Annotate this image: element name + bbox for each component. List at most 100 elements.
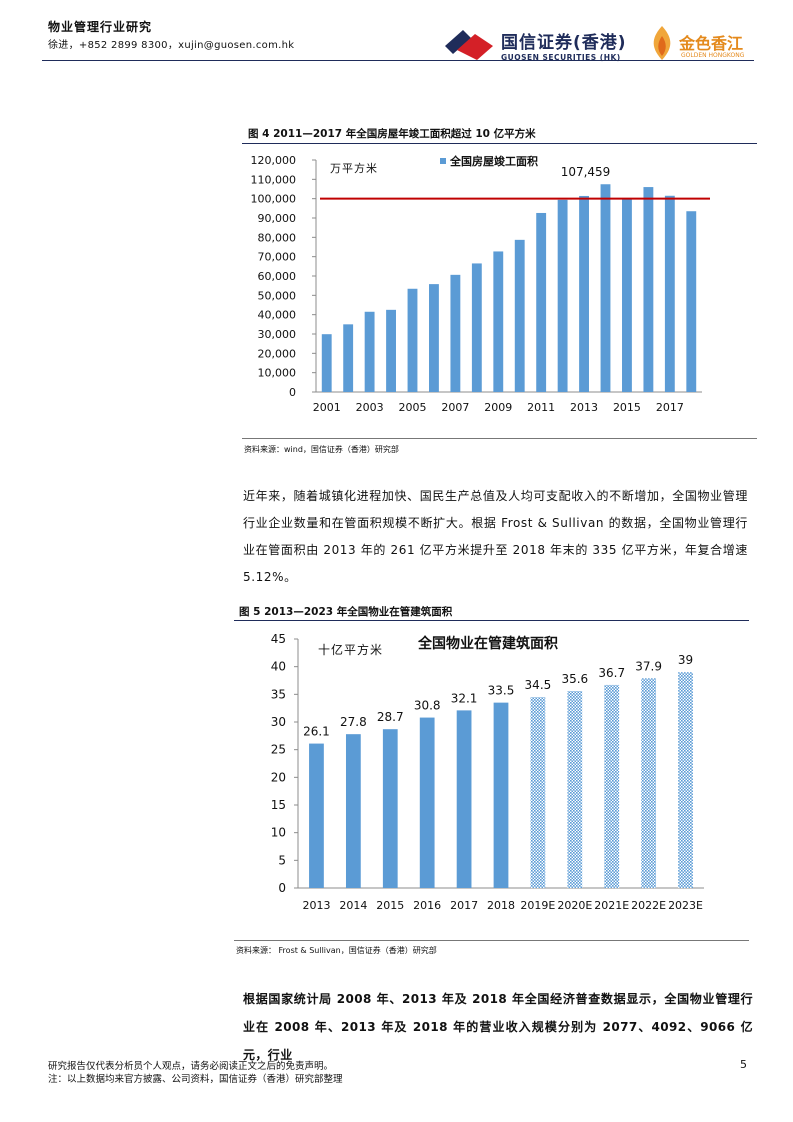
x-tick-label: 2020E bbox=[557, 899, 592, 912]
data-label: 27.8 bbox=[340, 715, 367, 729]
y-tick-label: 5 bbox=[278, 853, 286, 867]
x-tick-label: 2013 bbox=[302, 899, 330, 912]
data-label: 35.6 bbox=[561, 672, 588, 686]
data-label: 30.8 bbox=[414, 699, 441, 713]
x-tick-label: 2017 bbox=[450, 899, 478, 912]
bar-2018 bbox=[493, 702, 509, 888]
golden-hongkong-logo: 金色香江 GOLDEN HONGKONG bbox=[645, 24, 755, 64]
y-tick-label: 60,000 bbox=[258, 270, 297, 283]
managed-area-bar-chart: 0 5 10 15 20 25 30 35 40 45 26.1 2013 27.8 2014 28.7 20… bbox=[271, 632, 704, 912]
disclaimer-note: 研究报告仅代表分析员个人观点，请务必阅读正文之后的免责声明。 bbox=[48, 1061, 334, 1072]
guosen-logo-icon bbox=[445, 30, 493, 60]
y-tick-label: 35 bbox=[271, 687, 286, 701]
y-tick-label: 10 bbox=[271, 826, 286, 840]
bar-2009 bbox=[493, 251, 504, 392]
bar-2011 bbox=[536, 212, 547, 392]
y-tick-label: 100,000 bbox=[251, 193, 297, 206]
bar-2007 bbox=[450, 274, 461, 392]
bar-2003 bbox=[364, 311, 375, 392]
body-paragraph-bold: 根据国家统计局 2008 年、2013 年及 2018 年全国经济普查数据显示，… bbox=[243, 992, 753, 1062]
y-tick-label: 110,000 bbox=[251, 173, 297, 186]
bar-2015 bbox=[382, 729, 398, 888]
guosen-logo-subtext: GUOSEN SECURITIES (HK) bbox=[501, 53, 621, 62]
body-paragraph: 近年来，随着城镇化进程加快、国民生产总值及人均可支配收入的不断增加，全国物业管理… bbox=[243, 489, 748, 584]
analyst-contact: 徐进，+852 2899 8300，xujin@guosen.com.hk bbox=[48, 40, 295, 51]
x-tick-label: 2018 bbox=[487, 899, 515, 912]
chart-title: 全国物业在管建筑面积 bbox=[417, 635, 558, 652]
bar-2019E bbox=[530, 697, 546, 888]
golden-flame-icon bbox=[653, 26, 671, 60]
golden-hongkong-text: 金色香江 bbox=[679, 34, 744, 53]
data-label: 28.7 bbox=[377, 710, 404, 724]
y-tick-label: 0 bbox=[289, 386, 296, 399]
figure5-top-rule bbox=[234, 620, 749, 621]
bar-2001 bbox=[321, 334, 332, 392]
completed-area-bar-chart: 0 10,000 20,000 30,000 40,000 50,000 60,000 70,… bbox=[251, 154, 710, 414]
figure5-title: 图 5 2013—2023 年全国物业在管建筑面积 bbox=[239, 606, 453, 618]
y-tick-label: 15 bbox=[271, 798, 286, 812]
y-tick-label: 90,000 bbox=[258, 212, 297, 225]
bar-2020E bbox=[567, 691, 583, 888]
bar-2012 bbox=[557, 199, 568, 392]
guosen-logo-text: 国信证券(香港) bbox=[501, 33, 627, 53]
bar-2016 bbox=[419, 717, 435, 888]
y-tick-label: 45 bbox=[271, 632, 286, 646]
bar-2015 bbox=[622, 198, 632, 392]
unit-label: 万平方米 bbox=[330, 161, 378, 175]
bar-2010 bbox=[514, 239, 525, 392]
x-tick-label: 2022E bbox=[631, 899, 666, 912]
bar-2017 bbox=[664, 195, 675, 392]
data-label: 39 bbox=[678, 653, 693, 667]
bar-2022E bbox=[641, 678, 657, 888]
header-divider bbox=[42, 60, 754, 61]
data-label: 107,459 bbox=[561, 165, 611, 179]
data-label: 33.5 bbox=[488, 684, 515, 698]
x-tick-label: 2014 bbox=[339, 899, 367, 912]
y-tick-label: 0 bbox=[278, 881, 286, 895]
bar-2014 bbox=[345, 734, 361, 888]
bar-2016 bbox=[643, 187, 654, 392]
figure4-bottom-rule bbox=[242, 438, 757, 439]
data-source-note: 注：以上数据均来官方披露、公司资料，国信证券（香港）研究部整理 bbox=[48, 1074, 343, 1085]
bar-2021E bbox=[604, 684, 620, 888]
bar-2017 bbox=[456, 710, 472, 888]
x-tick-label: 2003 bbox=[356, 401, 384, 414]
bar-2014 bbox=[600, 184, 611, 392]
x-tick-label: 2015 bbox=[613, 401, 641, 414]
data-label: 36.7 bbox=[598, 666, 625, 680]
bar-2004 bbox=[386, 309, 396, 392]
data-label: 32.1 bbox=[451, 691, 478, 705]
x-tick-label: 2009 bbox=[484, 401, 512, 414]
guosen-logo: 国信证券(香港) GUOSEN SECURITIES (HK) bbox=[443, 24, 633, 64]
y-tick-label: 50,000 bbox=[258, 289, 297, 302]
y-tick-label: 70,000 bbox=[258, 251, 297, 264]
y-tick-label: 20 bbox=[271, 770, 286, 784]
report-title: 物业管理行业研究 bbox=[48, 20, 153, 34]
data-label: 34.5 bbox=[525, 678, 552, 692]
y-tick-label: 25 bbox=[271, 743, 286, 757]
x-tick-label: 2016 bbox=[413, 899, 441, 912]
x-tick-label: 2021E bbox=[594, 899, 629, 912]
x-tick-label: 2017 bbox=[656, 401, 684, 414]
y-tick-label: 120,000 bbox=[251, 154, 297, 167]
x-tick-label: 2013 bbox=[570, 401, 598, 414]
x-tick-label: 2015 bbox=[376, 899, 404, 912]
page-number: 5 bbox=[740, 1058, 747, 1071]
bar-2023E bbox=[678, 672, 693, 888]
x-tick-label: 2007 bbox=[441, 401, 469, 414]
figure4-top-rule bbox=[242, 143, 757, 144]
y-tick-label: 30,000 bbox=[258, 328, 297, 341]
unit-label: 十亿平方米 bbox=[318, 642, 383, 657]
x-tick-label: 2023E bbox=[668, 899, 703, 912]
legend-label: 全国房屋竣工面积 bbox=[449, 154, 538, 168]
x-tick-label: 2011 bbox=[527, 401, 555, 414]
y-tick-label: 40,000 bbox=[258, 309, 297, 322]
y-tick-label: 40 bbox=[271, 660, 286, 674]
data-label: 26.1 bbox=[303, 725, 330, 739]
bar-2008 bbox=[471, 263, 482, 392]
figure5-source: 资料来源： Frost & Sullivan，国信证券（香港）研究部 bbox=[236, 946, 437, 955]
bar-2002 bbox=[343, 324, 354, 392]
figure4-source: 资料来源：wind，国信证券（香港）研究部 bbox=[244, 445, 399, 454]
y-tick-label: 20,000 bbox=[258, 347, 297, 360]
figure5-bottom-rule bbox=[234, 940, 749, 941]
